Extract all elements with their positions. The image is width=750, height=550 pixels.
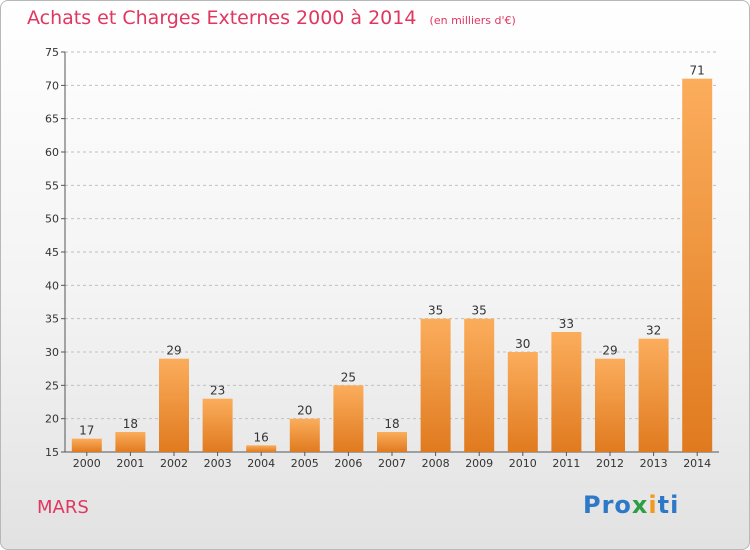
bar <box>464 318 495 452</box>
value-label: 32 <box>646 324 661 338</box>
bar <box>202 398 233 452</box>
bar <box>595 358 625 452</box>
value-label: 30 <box>515 337 530 351</box>
x-tick-label: 2014 <box>683 457 711 470</box>
bar <box>377 432 407 452</box>
bar <box>682 78 713 453</box>
bar <box>246 445 277 452</box>
value-label: 29 <box>602 344 617 358</box>
x-tick-label: 2000 <box>73 457 101 470</box>
y-tick-label: 75 <box>45 46 59 59</box>
y-tick-label: 35 <box>45 313 59 326</box>
bar <box>289 418 320 452</box>
x-tick-label: 2013 <box>640 457 668 470</box>
value-label: 35 <box>472 304 487 318</box>
chart-title: Achats et Charges Externes 2000 à 2014 (… <box>27 7 516 29</box>
bars <box>71 78 713 453</box>
x-tick-label: 2008 <box>422 457 450 470</box>
value-label: 25 <box>341 370 356 384</box>
commune-name: MARS <box>37 497 89 518</box>
bar <box>71 438 102 452</box>
x-tick-label: 2012 <box>596 457 624 470</box>
value-label: 17 <box>79 424 94 438</box>
x-tick-label: 2004 <box>247 457 275 470</box>
proxiti-logo[interactable]: Proxiti <box>583 491 679 519</box>
x-tick-label: 2010 <box>509 457 537 470</box>
title-main: Achats et Charges Externes 2000 à 2014 <box>27 7 417 29</box>
value-label: 35 <box>428 304 443 318</box>
logo-part: Pro <box>583 491 632 519</box>
value-label: 29 <box>166 344 181 358</box>
value-label: 33 <box>559 317 574 331</box>
y-tick-label: 40 <box>45 279 59 292</box>
bar <box>115 432 146 452</box>
value-label: 16 <box>254 430 269 444</box>
value-label: 18 <box>123 417 138 431</box>
y-tick-label: 55 <box>45 179 59 192</box>
y-tick-label: 65 <box>45 113 59 126</box>
bar <box>159 358 189 452</box>
y-tick-label: 15 <box>45 446 59 459</box>
x-tick-label: 2011 <box>552 457 580 470</box>
y-tick-label: 60 <box>45 146 59 159</box>
value-label: 71 <box>690 64 705 78</box>
x-tick-label: 2001 <box>116 457 144 470</box>
y-tick-label: 70 <box>45 79 59 92</box>
y-tick-label: 30 <box>45 346 59 359</box>
labels: 17 18 29 23 16 20 25 18 35 35 30 33 29 32 71 <box>79 64 705 445</box>
x-tick-label: 2003 <box>204 457 232 470</box>
y-tick-label: 45 <box>45 246 59 259</box>
bar <box>333 385 364 452</box>
logo-part: ti <box>657 491 680 519</box>
x-tick-label: 2006 <box>334 457 362 470</box>
bar <box>420 318 451 452</box>
value-label: 18 <box>384 417 399 431</box>
value-label: 20 <box>297 404 312 418</box>
bar <box>551 332 582 452</box>
logo-part: x <box>631 491 649 519</box>
y-tick-label: 50 <box>45 213 59 226</box>
y-tick-label: 25 <box>45 379 59 392</box>
value-label: 23 <box>210 384 225 398</box>
x-tick-label: 2009 <box>465 457 493 470</box>
x-tick-label: 2002 <box>160 457 188 470</box>
y-tick-label: 20 <box>45 413 59 426</box>
x-tick-label: 2007 <box>378 457 406 470</box>
logo-part: i <box>648 491 658 519</box>
title-unit: (en milliers d'€) <box>429 14 516 27</box>
x-tick-label: 2005 <box>291 457 319 470</box>
bar <box>638 338 669 452</box>
bar <box>507 352 538 452</box>
axes: 15 20 25 30 35 40 45 50 55 60 65 70 75 2000 2001 2002 20… <box>45 46 719 470</box>
